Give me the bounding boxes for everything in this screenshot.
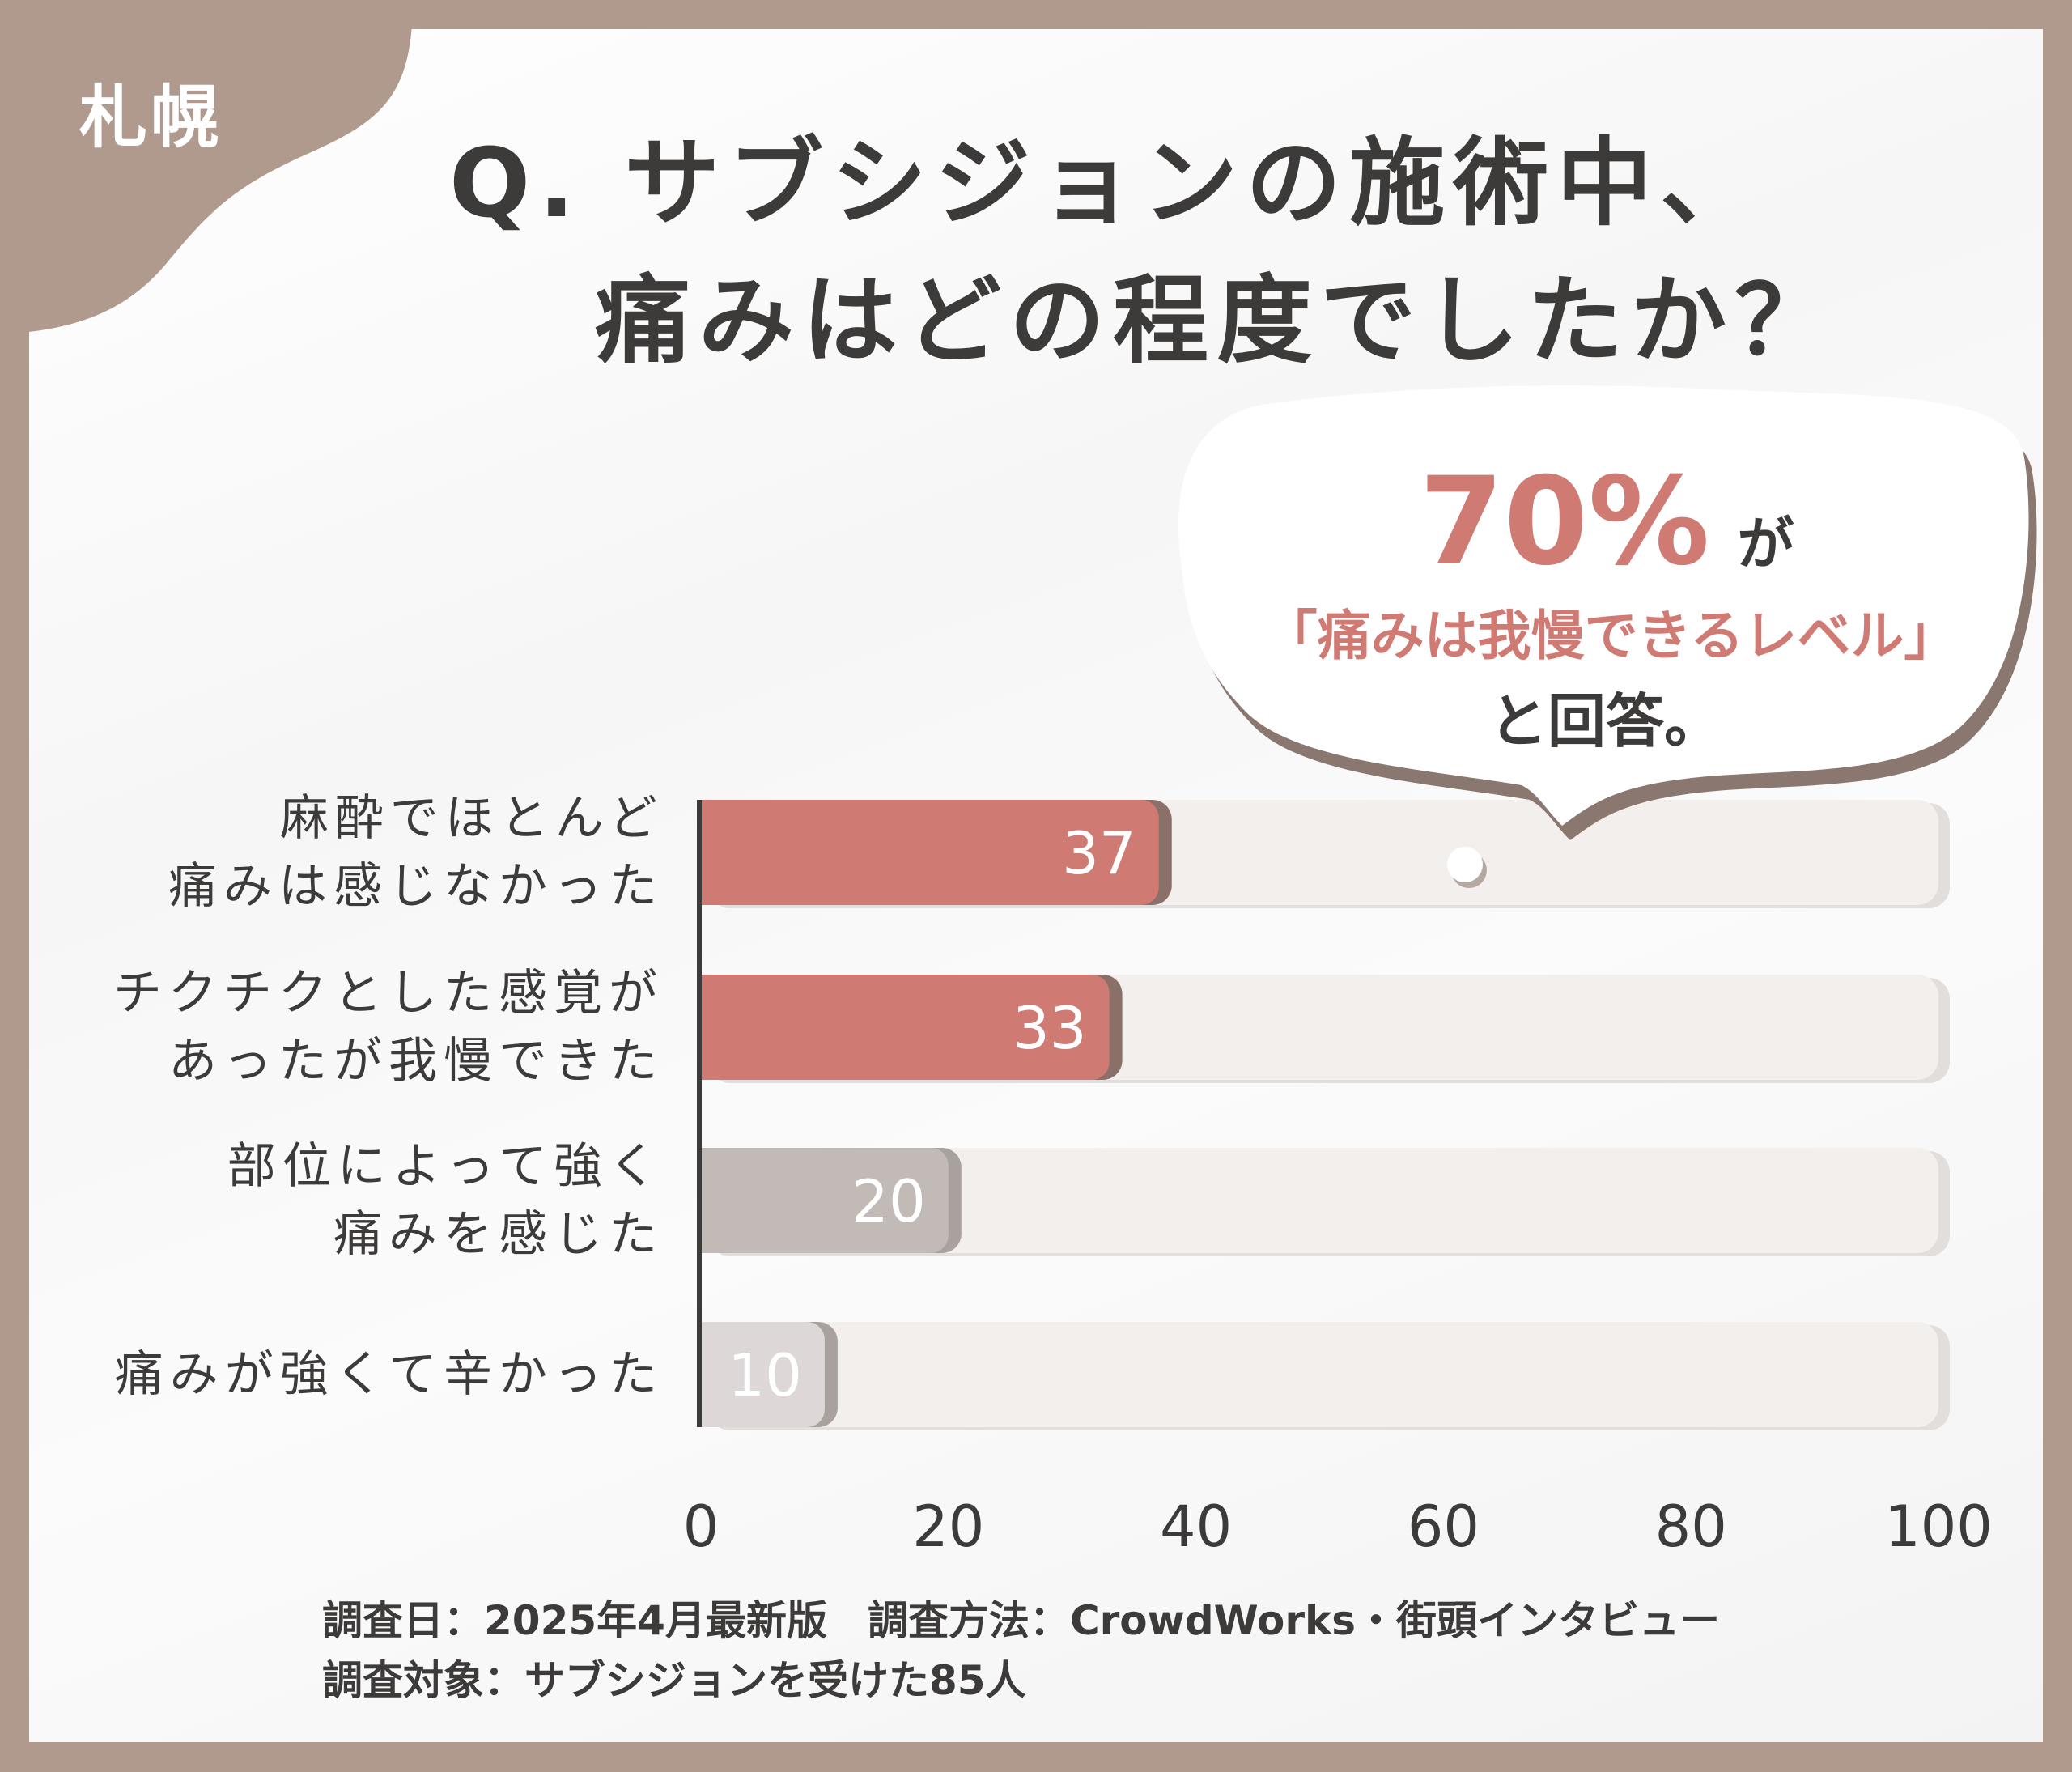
x-tick-label: 20 xyxy=(912,1494,984,1560)
x-tick-label: 100 xyxy=(1884,1494,1993,1560)
speech-bubble xyxy=(1178,385,2037,888)
category-label-line: あったが我慢できた xyxy=(168,1033,664,1090)
data-label: 20 xyxy=(851,1167,926,1235)
category-label-line: 痛みを感じた xyxy=(333,1206,664,1263)
category-label-line: 麻酔でほとんど xyxy=(279,790,664,847)
region-label: 札幌 xyxy=(79,78,223,157)
bar-base xyxy=(701,1322,725,1427)
data-label: 33 xyxy=(1013,994,1087,1062)
y-axis-line xyxy=(697,800,702,1427)
category-label-line: 痛みが強くて辛かった xyxy=(114,1346,664,1403)
bar-track xyxy=(701,1148,1938,1253)
data-label: 37 xyxy=(1062,819,1136,887)
category-label-line: 痛みは感じなかった xyxy=(168,858,664,915)
category-label-line: チクチクとした感覚が xyxy=(113,965,664,1022)
category-label-line: 部位によって強く xyxy=(227,1138,664,1195)
bar xyxy=(701,800,1159,905)
bar-track xyxy=(701,1322,1938,1427)
bar xyxy=(701,1148,949,1253)
bar-base xyxy=(701,975,725,1080)
x-tick-label: 80 xyxy=(1655,1494,1727,1560)
footer-survey-target: 調査対象：サブシジョンを受けた85人 xyxy=(322,1657,1026,1704)
category-label: チクチクとした感覚があったが我慢できた xyxy=(113,959,664,1095)
x-tick-label: 60 xyxy=(1408,1494,1480,1560)
callout-headline: 70% が xyxy=(1182,453,2032,591)
bar xyxy=(701,975,1110,1080)
category-label: 痛みが強くて辛かった xyxy=(115,1341,664,1409)
bar-base xyxy=(701,1148,725,1253)
x-tick-label: 40 xyxy=(1160,1494,1232,1560)
callout-particle: が xyxy=(1737,511,1794,577)
bar xyxy=(701,1322,825,1427)
category-label: 部位によって強く痛みを感じた xyxy=(227,1132,664,1268)
page-title-line1: Q. サブシジョンの施術中、 xyxy=(449,127,1764,239)
callout-percent: 70% xyxy=(1419,452,1710,593)
x-tick-label: 0 xyxy=(683,1494,720,1560)
category-label: 麻酔でほとんど痛みは感じなかった xyxy=(168,784,664,920)
callout-suffix: と回答。 xyxy=(1489,687,1723,755)
page-title-line2: 痛みはどの程度でしたか？ xyxy=(595,265,1839,376)
callout-quote: 「痛みは我慢できるレベル」 xyxy=(1263,605,1958,667)
data-label: 10 xyxy=(728,1341,802,1409)
bar-base xyxy=(701,800,725,905)
footer-survey-info: 調査日：2025年4月最新版 調査方法：CrowdWorks・街頭インタビュー xyxy=(322,1597,1721,1644)
corner-blob xyxy=(0,0,413,332)
